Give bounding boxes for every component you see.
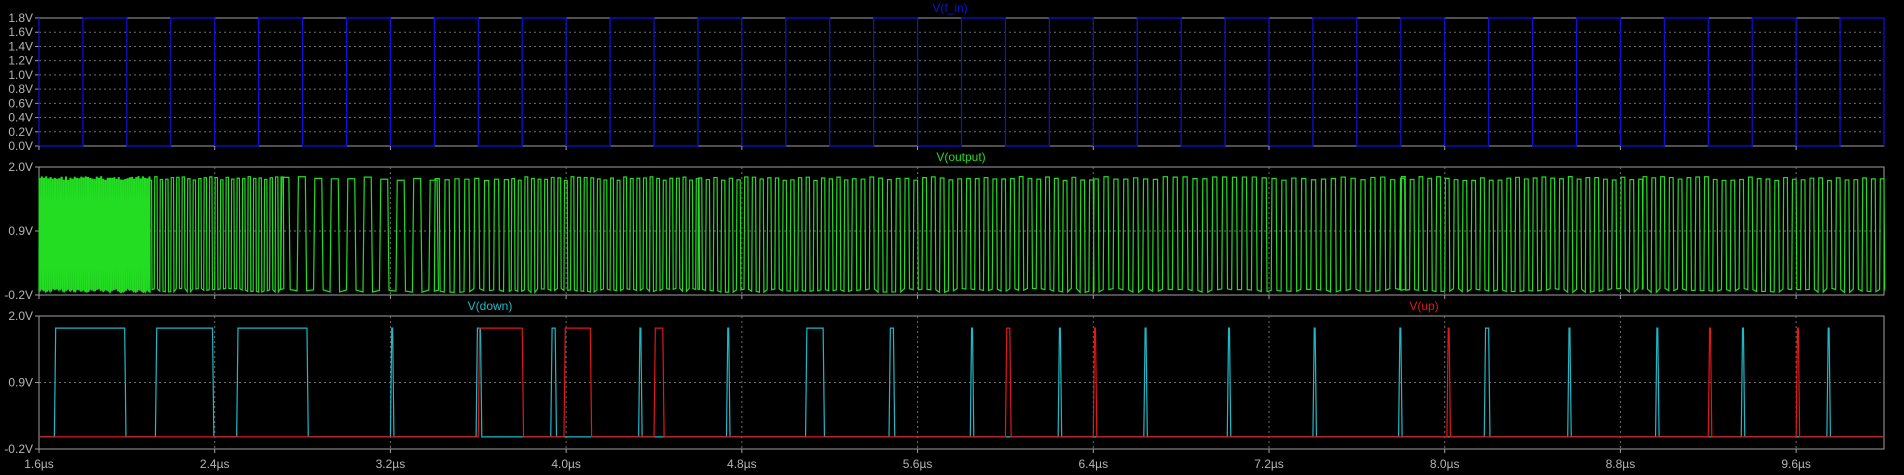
x-tick-label: 4.8µs xyxy=(727,457,757,471)
y-tick-label: 1.2V xyxy=(8,54,33,68)
y-tick-label: 0.9V xyxy=(8,376,33,390)
y-tick-label: 0.6V xyxy=(8,96,33,110)
trace-v-f-in- xyxy=(38,17,1885,147)
x-tick-label: 3.2µs xyxy=(376,457,406,471)
y-tick-label: 1.6V xyxy=(8,25,33,39)
y-tick-label: 0.9V xyxy=(8,224,33,238)
x-tick-label: 9.6µs xyxy=(1781,457,1811,471)
y-tick-label: 2.0V xyxy=(8,309,33,323)
y-tick-label: 1.0V xyxy=(8,68,33,82)
pane-2: -0.2V 0.9V 2.0V V(output) xyxy=(4,150,1886,302)
y-tick-label: 1.4V xyxy=(8,39,33,53)
x-tick-label: 7.2µs xyxy=(1254,457,1284,471)
trace-title: V(output) xyxy=(936,150,985,164)
trace-v-up- xyxy=(39,327,1884,438)
y-tick-label: 0.2V xyxy=(8,125,33,139)
trace-title: V(up) xyxy=(1409,299,1438,313)
trace-title: V(down) xyxy=(468,299,513,313)
y-tick-label: 1.8V xyxy=(8,11,33,25)
y-tick-label: 0.0V xyxy=(8,139,33,153)
y-tick-label: 2.0V xyxy=(8,160,33,174)
trace-v-down- xyxy=(39,327,1884,438)
x-tick-label: 8.8µs xyxy=(1606,457,1636,471)
trace-title: V(f_in) xyxy=(932,1,967,15)
x-tick-label: 8.0µs xyxy=(1430,457,1460,471)
y-tick-label: 0.4V xyxy=(8,111,33,125)
y-tick-label: 0.8V xyxy=(8,82,33,96)
y-tick-label: -0.2V xyxy=(4,442,33,456)
x-tick-label: 1.6µs xyxy=(24,457,54,471)
x-tick-label: 6.4µs xyxy=(1078,457,1108,471)
x-tick-label: 5.6µs xyxy=(903,457,933,471)
x-tick-label: 4.0µs xyxy=(551,457,581,471)
trace-v-output- xyxy=(38,176,1886,295)
x-tick-label: 2.4µs xyxy=(200,457,230,471)
pane-3: -0.2V 0.9V 2.0V V(down) V(up) xyxy=(4,299,1885,456)
pane-1: 0.0V0.2V0.4V0.6V0.8V1.0V1.2V1.4V1.6V1.8V… xyxy=(8,1,1885,153)
y-tick-label: -0.2V xyxy=(4,288,33,302)
